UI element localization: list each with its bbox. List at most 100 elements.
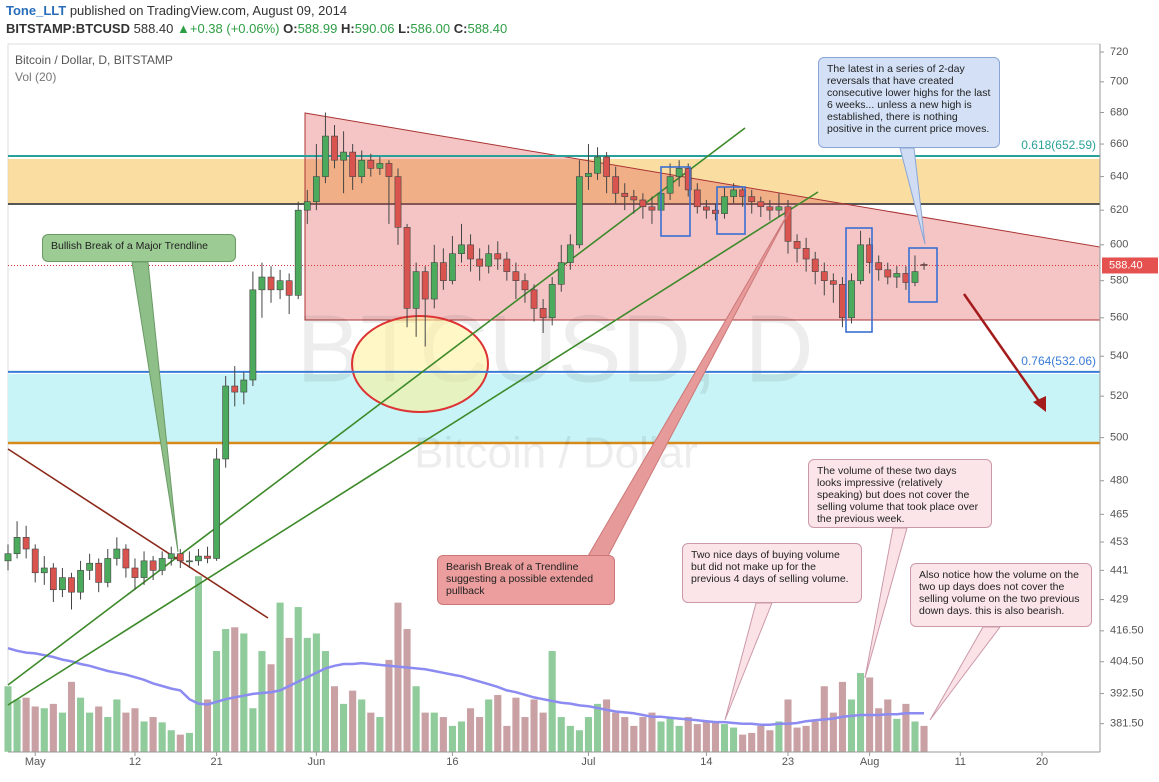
volume-bar: [793, 727, 802, 753]
volume-bar: [747, 732, 756, 753]
x-tick-label: 16: [446, 756, 458, 768]
candle-body: [204, 555, 211, 559]
candle-body: [167, 553, 175, 559]
y-tick-label: 520: [1110, 390, 1128, 402]
volume-bar: [203, 698, 212, 753]
y-tick-label: 404.50: [1110, 656, 1144, 668]
volume-bar: [448, 725, 457, 753]
candle-body: [566, 244, 574, 263]
candle-body: [512, 271, 520, 281]
candle-body: [349, 151, 357, 177]
candle-body: [59, 577, 66, 591]
close-label: C:: [453, 21, 468, 36]
low: 586.00: [410, 21, 451, 36]
candle-body: [467, 244, 474, 260]
candle-body: [312, 176, 320, 202]
up-arrow: ▲: [177, 21, 190, 36]
y-tick-label: 441: [1110, 564, 1128, 576]
candle-body: [376, 163, 384, 169]
volume-bar: [167, 729, 176, 753]
trendline-layer: [7, 127, 819, 706]
highlight-box: [845, 227, 873, 333]
y-tick-label: 580: [1110, 275, 1128, 287]
volume-bar: [802, 725, 811, 753]
volume-bar: [638, 716, 647, 753]
volume-bar: [76, 697, 85, 753]
y-tick-label: 540: [1110, 350, 1128, 362]
volume-bar: [85, 712, 94, 753]
x-tick-label: 11: [955, 756, 966, 768]
candle-body: [829, 280, 837, 285]
candle-body: [911, 271, 919, 283]
y-tick-label: 429: [1110, 593, 1128, 605]
callout-pointer: [899, 147, 926, 245]
volume-bar: [575, 729, 584, 753]
candle-body: [603, 156, 610, 177]
x-tick-label: Jun: [307, 756, 325, 768]
candle-body: [340, 151, 347, 161]
volume-bar: [67, 681, 76, 753]
change: +0.38 (+0.06%): [189, 21, 280, 36]
candle-body: [367, 159, 375, 169]
candle-body: [820, 271, 828, 281]
candle-body: [267, 276, 275, 291]
candle-body: [458, 244, 465, 254]
volume-bar: [484, 698, 493, 753]
volume-bar: [811, 720, 820, 753]
candle-body: [684, 168, 692, 191]
candle-body: [276, 280, 284, 291]
annotation: Two nice days of buying volume but did n…: [682, 543, 862, 603]
volume-bar: [22, 697, 31, 753]
volume-bar: [901, 703, 910, 753]
candle-body: [612, 176, 620, 194]
volume-bar: [40, 707, 49, 753]
candle-body: [240, 379, 248, 393]
volume-bar: [112, 698, 121, 753]
volume-bar: [139, 720, 149, 753]
callout-pointer: [724, 602, 773, 721]
y-tick-label: 453: [1110, 536, 1128, 548]
x-tick-label: 12: [129, 756, 141, 768]
candle-body: [702, 206, 710, 211]
fib-label: 0.618(652.59): [1021, 138, 1096, 152]
volume-bar: [330, 685, 339, 753]
candle-body: [811, 258, 819, 272]
candle-body: [385, 163, 393, 177]
candle-body: [412, 271, 420, 309]
volume-ma-line: [7, 646, 924, 726]
volume-bar: [158, 721, 167, 753]
candle-body: [222, 385, 230, 460]
candle-body: [503, 258, 511, 272]
volume-bar: [276, 602, 285, 753]
candle-body: [285, 280, 293, 296]
foreground-layer: Bitcoin / Dollar, D, BITSTAMP Vol (20) 7…: [8, 44, 1158, 768]
candle-body: [775, 206, 783, 211]
callout-pointer: [929, 626, 1002, 721]
volume-bar: [3, 685, 13, 753]
volume-bar: [919, 725, 929, 753]
candle-body: [131, 567, 139, 578]
volume-bar: [194, 575, 203, 753]
volume-bar: [49, 703, 58, 753]
volume-bar: [221, 628, 230, 753]
volume-title: Vol (20): [15, 70, 56, 84]
volume-bar: [384, 659, 393, 753]
volume-bar: [684, 716, 693, 753]
candle-body: [748, 196, 756, 202]
volume-bar: [856, 672, 865, 753]
x-tick-label: May: [25, 756, 46, 768]
y-tick-label: 620: [1110, 204, 1128, 216]
volume-bar: [94, 705, 103, 753]
callout-pointer: [864, 527, 908, 679]
y-tick-label: 480: [1110, 475, 1128, 487]
candle-body: [40, 567, 48, 574]
volume-bar: [647, 712, 657, 753]
candle-body: [675, 168, 683, 177]
candle-body: [594, 156, 601, 174]
author[interactable]: Tone_LLT: [6, 3, 67, 18]
x-tick-label: 20: [1036, 756, 1048, 768]
y-tick-label: 381.50: [1110, 718, 1144, 730]
y-tick-label: 600: [1110, 239, 1128, 251]
